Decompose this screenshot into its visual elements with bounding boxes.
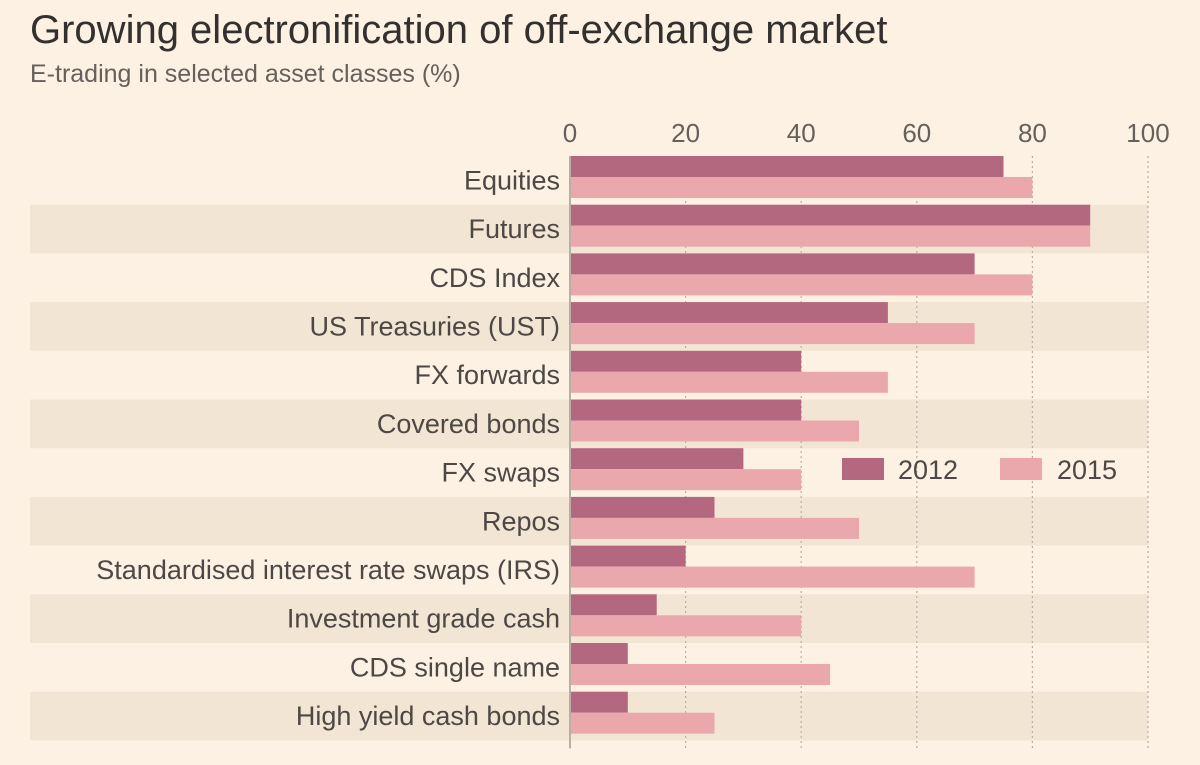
bar-2012 [570, 594, 657, 616]
x-tick-label: 0 [563, 118, 577, 148]
bar-2012 [570, 156, 1004, 177]
chart-subtitle: E-trading in selected asset classes (%) [30, 60, 461, 88]
bar-2012 [570, 496, 715, 518]
bar-2012 [570, 448, 744, 470]
category-label: Covered bonds [377, 409, 560, 439]
legend: 2012 2015 [842, 455, 1117, 485]
chart-title: Growing electronification of off-exchang… [30, 8, 888, 52]
bar-2015 [570, 225, 1091, 247]
category-label: CDS Index [429, 263, 560, 293]
bar-2015 [570, 517, 859, 539]
bar-2015 [570, 274, 1033, 296]
bar-2015 [570, 371, 888, 393]
bar-2012 [570, 399, 802, 421]
bar-2012 [570, 204, 1091, 226]
category-label: FX forwards [414, 360, 560, 390]
category-label: CDS single name [350, 652, 560, 682]
category-label: Standardised interest rate swaps (IRS) [96, 555, 560, 585]
category-label: Repos [482, 506, 560, 536]
bar-2012 [570, 350, 802, 372]
bar-2012 [570, 545, 686, 567]
bar-2015 [570, 615, 802, 637]
category-label: Futures [468, 214, 560, 244]
category-label: FX swaps [441, 458, 560, 488]
category-label: Equities [464, 165, 560, 195]
bar-2012 [570, 691, 628, 713]
x-tick-label: 100 [1126, 118, 1169, 148]
bar-2015 [570, 323, 975, 345]
x-tick-label: 80 [1018, 118, 1047, 148]
bar-2015 [570, 177, 1033, 198]
x-tick-label: 20 [671, 118, 700, 148]
bar-2015 [570, 712, 715, 734]
legend-swatch-2012 [842, 458, 884, 480]
bar-2015 [570, 469, 802, 491]
bar-2015 [570, 664, 831, 685]
x-tick-label: 40 [787, 118, 816, 148]
category-label: Investment grade cash [287, 604, 560, 634]
x-tick-labels: 0 20 40 60 80 100 [563, 118, 1170, 148]
bar-2012 [570, 253, 975, 275]
bar-2012 [570, 643, 628, 664]
category-label: High yield cash bonds [296, 701, 560, 731]
category-labels: Equities Futures CDS Index US Treasuries (U… [96, 165, 560, 731]
legend-label-2015: 2015 [1057, 455, 1117, 485]
bar-2015 [570, 566, 975, 588]
bar-2012 [570, 302, 888, 324]
bar-2015 [570, 420, 859, 442]
legend-swatch-2015 [1000, 458, 1042, 480]
legend-label-2012: 2012 [898, 455, 958, 485]
x-tick-label: 60 [902, 118, 931, 148]
bars [570, 156, 1091, 734]
category-label: US Treasuries (UST) [309, 311, 560, 341]
